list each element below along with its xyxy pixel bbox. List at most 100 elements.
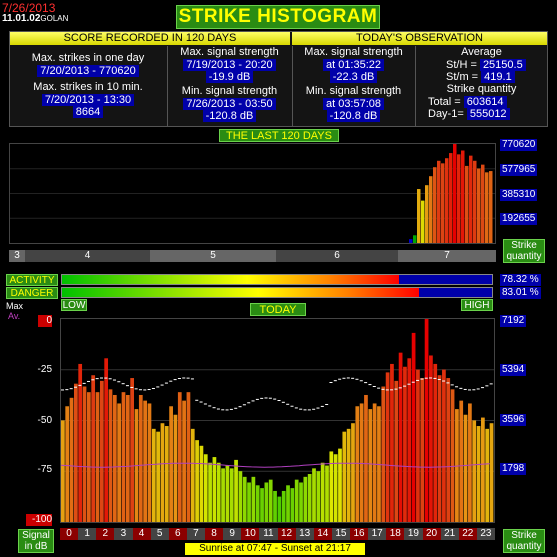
today-bar (489, 423, 494, 522)
min-sig-date: 7/26/2013 - 03:50 (183, 98, 276, 110)
today-bar (177, 392, 182, 522)
today-bar (390, 363, 394, 522)
today-bar (294, 479, 299, 522)
hour-label: 2 (96, 528, 115, 540)
today-bar (281, 490, 286, 522)
today-bar (403, 366, 407, 522)
today-bar (333, 454, 338, 522)
today-bar (82, 386, 87, 522)
hour-label: 5 (150, 528, 169, 540)
hour-label: 19 (404, 528, 423, 540)
today-bar (264, 482, 269, 522)
today-bar (420, 378, 425, 522)
last120-bar (485, 172, 489, 243)
last120-bar (429, 176, 433, 243)
total-label: Total = (428, 96, 461, 108)
today-bar (320, 462, 325, 522)
today-bar (238, 471, 243, 522)
max-sig-value: -19.9 dB (205, 71, 254, 83)
today-bar (117, 403, 122, 522)
today-bar (99, 380, 104, 522)
today-bar (73, 383, 78, 522)
danger-fill (62, 288, 419, 297)
danger-meter (61, 287, 493, 298)
page-title: STRIKE HISTOGRAM (176, 5, 380, 29)
last120-bar (481, 164, 485, 243)
today-bar (229, 468, 234, 522)
month-4: 4 (84, 250, 91, 261)
today-bar (398, 352, 403, 522)
today-bar (446, 378, 451, 522)
hour-label: 6 (168, 528, 187, 540)
today-bar (273, 490, 277, 522)
today-bar (385, 372, 390, 522)
today-bar (151, 428, 156, 522)
today-bar (364, 394, 368, 522)
today-bar (160, 423, 165, 522)
today-bar (359, 403, 364, 522)
today-bar (169, 406, 173, 522)
version: 11.01.02GOLAN (2, 13, 69, 24)
today-bar (472, 420, 477, 522)
average-label: Average (461, 46, 502, 58)
today-bar (195, 440, 199, 522)
low-label: LOW (61, 299, 87, 311)
max-sig-date: 7/19/2013 - 20:20 (183, 59, 276, 71)
max-legend: Max (6, 301, 24, 311)
today-bar (143, 400, 147, 522)
danger-value: 83.01 % (500, 287, 541, 299)
left-tick-2: -50 (37, 415, 52, 426)
last120-bar (409, 239, 413, 243)
today-bar (130, 378, 135, 522)
score-col-2: Max. signal strength 7/19/2013 - 20:20 -… (167, 46, 291, 126)
today-bar (286, 485, 290, 522)
av-legend: Av. (8, 311, 21, 321)
today-bar (450, 389, 455, 522)
hour-label: 23 (476, 528, 495, 540)
left-tick-0: 0 (38, 315, 52, 327)
today-col-1: Max. signal strength at 01:35:22 -22.3 d… (292, 46, 414, 126)
last120-bar (477, 168, 481, 243)
today-bar (368, 409, 373, 522)
last120-bar (437, 160, 441, 243)
today-bar (459, 400, 464, 522)
last120-bar (461, 150, 465, 243)
today-bar (255, 485, 260, 522)
today-bar (91, 375, 96, 522)
hour-label: 7 (186, 528, 205, 540)
last120-bar (425, 185, 429, 243)
today-bar (225, 465, 230, 522)
last120-ytick-1: 577965 (500, 164, 538, 176)
last120-ytick-3: 192655 (500, 213, 538, 225)
hour-axis: 0 1 2 3 4 5 6 7 8 9 10 11 12 13 14 15 16 17 18 19 20 21 22 23 (60, 528, 495, 540)
last120-bar (453, 144, 457, 243)
activity-value: 78.32 % (500, 274, 541, 286)
today-bar (212, 457, 217, 522)
today-bar (203, 454, 208, 522)
hour-label: 3 (114, 528, 133, 540)
current-date: 7/26/2013 (2, 1, 56, 15)
high-label: HIGH (461, 299, 493, 311)
last120-heading: THE LAST 120 DAYS (219, 129, 339, 142)
today-bar (277, 496, 282, 522)
today-bar (78, 363, 83, 522)
today-bar (416, 369, 420, 522)
today-bar (216, 462, 221, 522)
quantity-label: Strike quantity (446, 83, 517, 95)
today-bar (190, 428, 195, 522)
hour-label: 22 (458, 528, 477, 540)
month-3: 3 (9, 250, 25, 262)
min-sig-label: Min. signal strength (181, 85, 278, 97)
today-bar (381, 386, 386, 522)
today-bar (463, 414, 468, 522)
today-bar (86, 392, 91, 522)
today-bar (312, 468, 316, 522)
today-bar (61, 420, 65, 522)
today-bar (476, 426, 481, 522)
score-heading: SCORE RECORDED IN 120 DAYS (10, 32, 290, 45)
last120-bar (473, 160, 477, 243)
today-bar (186, 392, 191, 522)
right-tick-1: 5394 (500, 364, 527, 376)
hour-label: 0 (60, 528, 79, 540)
hour-label: 9 (223, 528, 242, 540)
